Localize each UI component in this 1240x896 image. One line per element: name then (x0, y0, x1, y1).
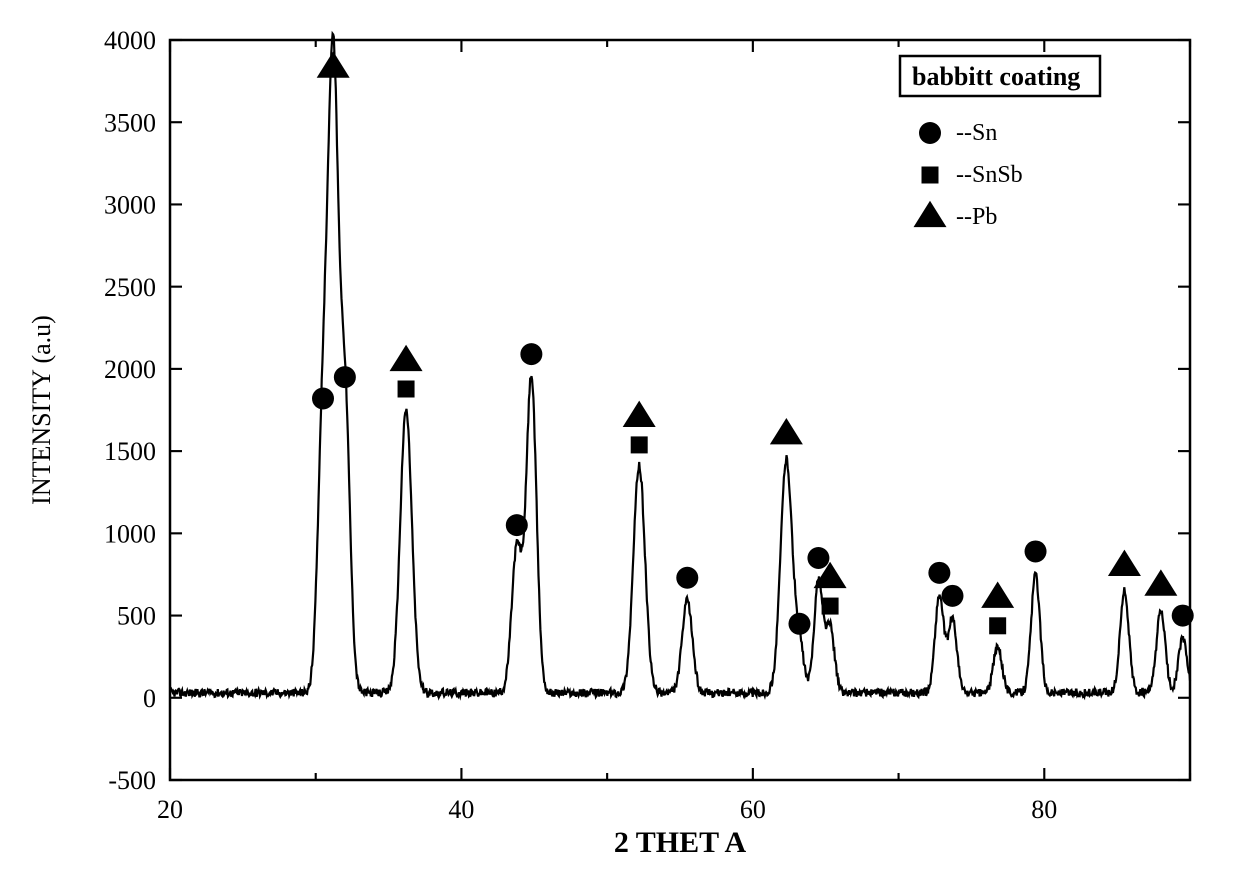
circle-marker-icon (312, 388, 334, 410)
triangle-marker-icon (914, 201, 947, 227)
square-marker-icon (398, 381, 415, 398)
x-tick-label: 40 (448, 795, 474, 824)
x-axis-ticks: 20 40 60 80 (157, 40, 1190, 824)
triangle-marker-icon (623, 401, 656, 427)
xrd-chart: 20 40 60 80 -500 0 500 1000 1500 2000 2500 3000 350… (0, 0, 1240, 896)
y-tick-label: 2000 (104, 355, 156, 384)
triangle-marker-icon (390, 345, 423, 371)
circle-marker-icon (506, 514, 528, 536)
triangle-marker-icon (981, 582, 1014, 608)
y-tick-label: 3000 (104, 191, 156, 220)
square-marker-icon (822, 598, 839, 615)
triangle-marker-icon (1144, 569, 1177, 595)
y-tick-label: 4000 (104, 26, 156, 55)
x-axis-label: 2 THET A (614, 826, 747, 859)
circle-marker-icon (919, 122, 941, 144)
legend-item-label: --Sn (956, 120, 997, 146)
y-axis-label: INTENSITY (a.u) (27, 315, 56, 505)
square-marker-icon (989, 617, 1006, 634)
peak-markers (312, 51, 1194, 634)
triangle-marker-icon (770, 418, 803, 444)
legend-item-label: --Pb (956, 204, 997, 230)
circle-marker-icon (928, 562, 950, 584)
y-tick-label: 3500 (104, 108, 156, 137)
chart-svg: 20 40 60 80 -500 0 500 1000 1500 2000 2500 3000 350… (0, 0, 1240, 896)
circle-marker-icon (941, 585, 963, 607)
circle-marker-icon (676, 567, 698, 589)
circle-marker-icon (807, 547, 829, 569)
triangle-marker-icon (1108, 550, 1141, 576)
square-marker-icon (922, 167, 939, 184)
circle-marker-icon (334, 366, 356, 388)
legend: babbitt coating --Sn --SnSb --Pb (900, 56, 1100, 230)
legend-item-label: --SnSb (956, 162, 1023, 188)
y-tick-label: 1500 (104, 437, 156, 466)
xrd-spectrum-line (170, 34, 1190, 697)
square-marker-icon (631, 436, 648, 453)
circle-marker-icon (520, 343, 542, 365)
circle-marker-icon (788, 613, 810, 635)
y-tick-label: -500 (108, 766, 156, 795)
y-tick-label: 500 (117, 602, 156, 631)
triangle-marker-icon (317, 51, 350, 77)
legend-title: babbitt coating (912, 62, 1080, 91)
x-tick-label: 60 (740, 795, 766, 824)
x-tick-label: 80 (1031, 795, 1057, 824)
x-tick-label: 20 (157, 795, 183, 824)
y-tick-label: 0 (143, 684, 156, 713)
y-tick-label: 2500 (104, 273, 156, 302)
y-tick-label: 1000 (104, 519, 156, 548)
circle-marker-icon (1172, 605, 1194, 627)
circle-marker-icon (1025, 540, 1047, 562)
